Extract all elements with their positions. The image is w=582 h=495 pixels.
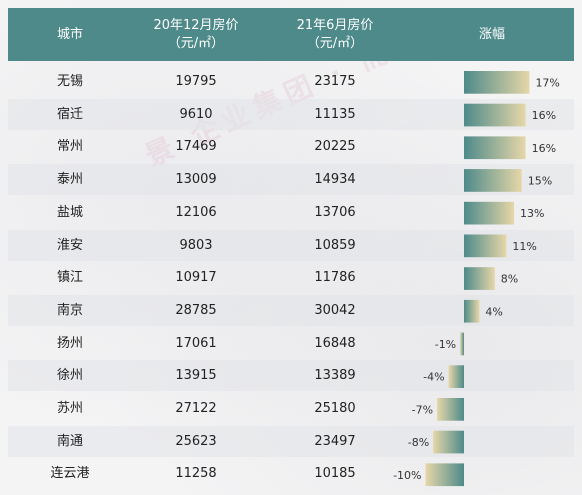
header-change-label: 涨幅 (478, 26, 505, 42)
city-cell: 宿迁 (56, 106, 83, 122)
price-jun-cell: 25180 (314, 401, 356, 416)
table-header: 城市 20年12月房价 （元/㎡） 21年6月房价 （元/㎡） 涨幅 (8, 8, 574, 61)
table-row: 无锡 19795 23175 (8, 66, 574, 97)
price-jun-cell: 16848 (314, 335, 356, 351)
table-row: 盐城 12106 13706 (8, 197, 574, 228)
price-dec-cell: 25623 (175, 433, 217, 449)
city-cell: 淮安 (56, 237, 83, 253)
price-dec-cell: 27122 (175, 401, 217, 416)
price-dec-cell: 17469 (175, 139, 217, 155)
price-dec-cell: 11258 (175, 466, 217, 482)
change-bar (464, 169, 522, 192)
change-bar (433, 430, 464, 454)
header-price-dec: 20年12月房价 （元/㎡） (132, 8, 260, 61)
city-cell: 常州 (56, 139, 83, 155)
price-jun-cell: 11135 (314, 106, 356, 122)
city-cell: 徐州 (56, 368, 83, 384)
price-jun-cell: 20225 (314, 139, 356, 155)
price-dec-cell: 13915 (175, 368, 217, 384)
change-bar (464, 234, 507, 258)
change-bar (464, 103, 526, 127)
price-dec-cell: 10917 (175, 270, 217, 286)
change-bar (464, 299, 480, 323)
price-dec-cell: 17061 (175, 335, 217, 351)
price-jun-cell: 23497 (314, 433, 356, 449)
table-row: 南京 28785 30042 (8, 294, 574, 326)
price-jun-cell: 14934 (314, 172, 356, 188)
price-dec-cell: 28785 (175, 302, 217, 318)
header-price-dec-line1: 20年12月房价 (153, 17, 239, 33)
price-jun-cell: 11786 (314, 270, 356, 286)
change-bars: 17% 16% 16% 15% 13% 11% 8% 4% -1% -4% -7% -8% -10% (393, 71, 560, 487)
table-row: 扬州 17061 16848 (8, 328, 574, 359)
city-cell: 苏州 (56, 401, 83, 416)
price-jun-cell: 10859 (314, 237, 356, 253)
price-dec-cell: 9803 (179, 237, 213, 253)
table-row: 常州 17469 20225 (8, 131, 574, 162)
header-price-jun-line1: 21年6月房价 (296, 17, 374, 33)
change-bar (464, 136, 526, 160)
city-cell: 连云港 (50, 466, 90, 482)
change-bar (460, 332, 464, 356)
header-price-jun-line2: （元/㎡） (306, 35, 364, 51)
change-label: 8% (501, 273, 518, 286)
change-label: -7% (412, 403, 433, 416)
city-cell: 无锡 (56, 74, 83, 89)
change-label: -8% (408, 436, 429, 449)
change-bar (464, 201, 515, 225)
change-label: 16% (532, 109, 556, 122)
header-city-label: 城市 (56, 26, 83, 42)
change-label: -4% (423, 371, 444, 384)
table-row: 苏州 27122 25180 (8, 393, 574, 424)
price-dec-cell: 9610 (179, 106, 213, 122)
price-dec-cell: 19795 (175, 74, 217, 89)
change-bar (464, 71, 530, 94)
header-price-jun: 21年6月房价 （元/㎡） (260, 8, 410, 61)
change-label: 11% (512, 240, 536, 253)
change-label: -1% (435, 338, 456, 351)
change-label: 16% (532, 142, 556, 155)
city-cell: 扬州 (56, 335, 83, 351)
city-cell: 南通 (56, 433, 83, 449)
header-change: 涨幅 (410, 8, 574, 61)
header-city: 城市 (8, 8, 132, 61)
change-label: 4% (485, 305, 502, 318)
price-jun-cell: 23175 (314, 74, 356, 89)
table-row: 南通 25623 23497 (8, 425, 574, 457)
price-dec-cell: 12106 (175, 204, 217, 220)
price-table: 景 企业集团 · 而 瑞 城市 20年12月房价 （元/㎡） 21年6月房价 （… (8, 8, 574, 495)
city-cell: 泰州 (56, 172, 83, 188)
header-price-dec-line2: （元/㎡） (167, 35, 225, 51)
change-label: -10% (393, 469, 421, 482)
city-cell: 南京 (56, 302, 83, 318)
city-cell: 镇江 (56, 270, 83, 286)
change-bar (437, 398, 464, 421)
change-label: 17% (535, 76, 559, 89)
table-row: 连云港 11258 10185 (8, 458, 574, 489)
change-bar (448, 365, 464, 388)
price-jun-cell: 13389 (314, 368, 356, 384)
change-label: 15% (528, 174, 552, 187)
price-jun-cell: 30042 (314, 302, 356, 318)
city-cell: 盐城 (56, 204, 83, 220)
price-dec-cell: 13009 (175, 172, 217, 188)
change-bar (425, 463, 464, 487)
price-jun-cell: 10185 (314, 466, 356, 482)
table-row: 镇江 10917 11786 (8, 262, 574, 293)
change-label: 13% (520, 207, 544, 220)
change-bar (464, 267, 495, 290)
table-row: 徐州 13915 13389 (8, 360, 574, 392)
price-jun-cell: 13706 (314, 204, 356, 220)
